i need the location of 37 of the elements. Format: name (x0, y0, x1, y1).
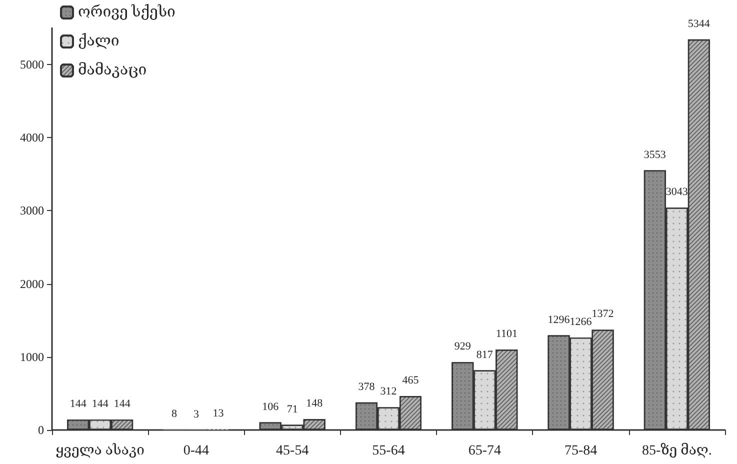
data-label: 1101 (496, 328, 518, 340)
data-label: 817 (476, 348, 494, 361)
data-label: 144 (114, 398, 131, 410)
data-label: 3553 (644, 148, 666, 161)
data-label: 13 (212, 408, 224, 420)
data-label: 465 (402, 374, 420, 387)
x-tick-label: 65-74 (468, 444, 501, 458)
x-tick-label: 85-ზე მაღ. (642, 442, 712, 458)
data-label: 1372 (592, 308, 614, 320)
data-label: 3 (193, 408, 200, 420)
data-label: 71 (286, 403, 298, 416)
data-label: 1266 (570, 316, 592, 328)
x-tick-label: 45-54 (276, 444, 309, 458)
data-label: 1296 (548, 314, 570, 326)
legend-label: ორივე სქესი (78, 4, 176, 20)
data-label: 929 (454, 340, 472, 353)
y-tick-label: 4000 (20, 130, 44, 145)
data-label: 312 (380, 386, 397, 398)
y-tick-label: 2000 (20, 276, 44, 291)
data-label: 3043 (666, 186, 688, 198)
data-label: 144 (70, 398, 87, 410)
data-label: 148 (306, 398, 324, 410)
y-tick-label: 0 (38, 423, 44, 437)
y-tick-label: 5000 (20, 58, 44, 72)
x-tick-label: ყველა ასაკი (56, 442, 145, 458)
data-label: 106 (262, 400, 280, 413)
data-label: 378 (358, 380, 376, 393)
data-label: 8 (171, 408, 178, 420)
x-tick-label: 75-84 (564, 444, 598, 458)
x-tick-label: 0-44 (183, 444, 210, 458)
y-tick-label: 3000 (20, 204, 44, 218)
legend-label: ქალი (78, 32, 120, 50)
x-tick-label: 55-64 (372, 444, 405, 458)
data-label: 5344 (688, 18, 710, 30)
legend-label: მამაკაცი (78, 62, 147, 78)
data-label: 144 (92, 398, 109, 410)
y-tick-label: 1000 (20, 350, 44, 364)
